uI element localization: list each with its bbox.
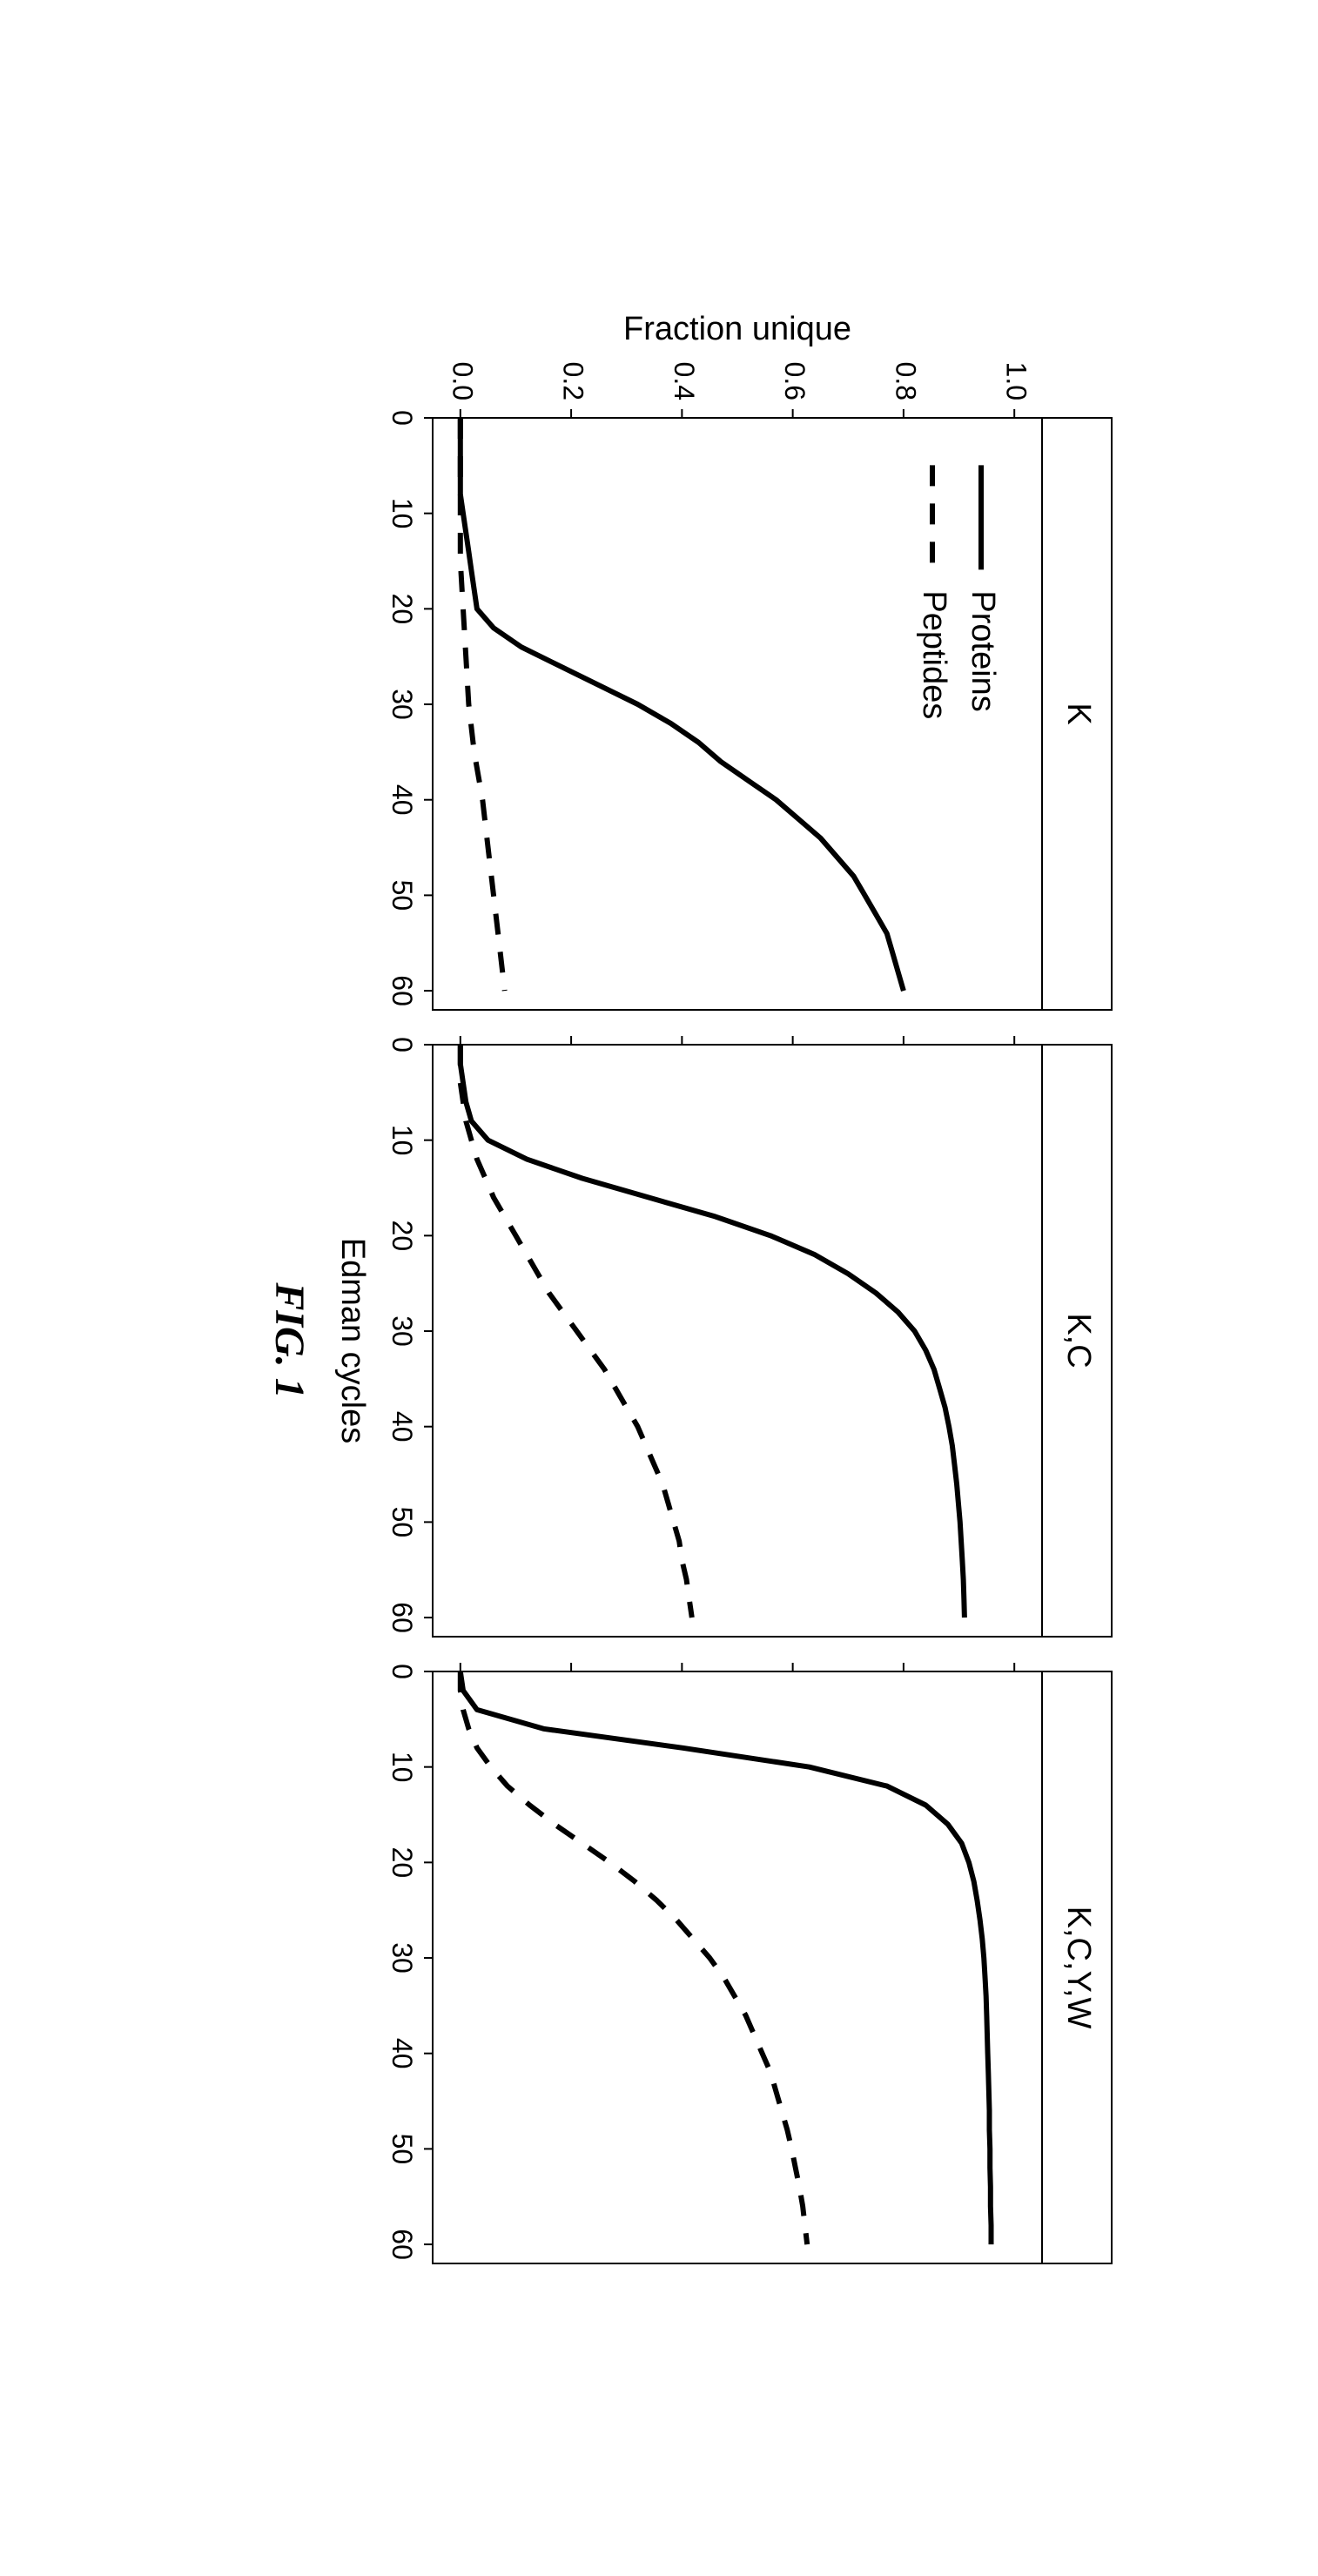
x-tick-label: 10 bbox=[387, 497, 418, 528]
x-tick-label: 60 bbox=[387, 1602, 418, 1633]
y-tick-label: 0.4 bbox=[669, 361, 700, 400]
y-tick-label: 0.8 bbox=[890, 361, 921, 400]
x-tick-label: 20 bbox=[387, 1846, 418, 1878]
x-tick-label: 10 bbox=[387, 1751, 418, 1782]
x-tick-label: 50 bbox=[387, 2133, 418, 2164]
panel-title: K,C,Y,W bbox=[1060, 1906, 1097, 2028]
x-tick-label: 60 bbox=[387, 975, 418, 1006]
y-axis-label: Fraction unique bbox=[623, 311, 851, 347]
x-tick-label: 20 bbox=[387, 1220, 418, 1251]
x-tick-label: 0 bbox=[387, 1037, 418, 1053]
figure-caption: FIG. 1 bbox=[266, 1281, 313, 1398]
legend-label: Proteins bbox=[965, 590, 1001, 711]
panel-title: K bbox=[1060, 703, 1097, 724]
x-tick-label: 50 bbox=[387, 879, 418, 911]
y-tick-label: 0.0 bbox=[447, 361, 478, 400]
x-tick-label: 40 bbox=[387, 1410, 418, 1442]
x-tick-label: 40 bbox=[387, 784, 418, 815]
legend-label: Peptides bbox=[916, 590, 952, 719]
y-tick-label: 0.6 bbox=[779, 361, 810, 400]
x-tick-label: 0 bbox=[387, 410, 418, 426]
x-tick-label: 30 bbox=[387, 1315, 418, 1347]
panel-title: K,C bbox=[1060, 1313, 1097, 1368]
x-tick-label: 30 bbox=[387, 689, 418, 720]
y-tick-label: 0.2 bbox=[558, 361, 589, 400]
y-tick-label: 1.0 bbox=[1001, 361, 1032, 400]
x-tick-label: 40 bbox=[387, 2037, 418, 2068]
x-axis-label: Edman cycles bbox=[334, 1237, 371, 1443]
x-tick-label: 10 bbox=[387, 1124, 418, 1155]
x-tick-label: 20 bbox=[387, 593, 418, 624]
x-tick-label: 0 bbox=[387, 1664, 418, 1679]
x-tick-label: 50 bbox=[387, 1506, 418, 1537]
figure-svg: K 0 10 20 30 40 50 60 0.0 0.2 0.4 0.6 0.8 1.0 K,C 0 10 20… bbox=[137, 244, 1181, 2333]
figure-container: K 0 10 20 30 40 50 60 0.0 0.2 0.4 0.6 0.8 1.0 K,C 0 10 20… bbox=[137, 244, 1181, 2333]
x-tick-label: 30 bbox=[387, 1942, 418, 1974]
x-tick-label: 60 bbox=[387, 2229, 418, 2260]
